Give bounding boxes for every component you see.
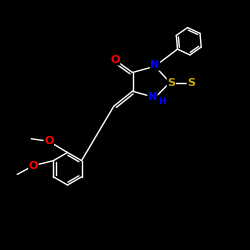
- Text: H: H: [158, 97, 166, 106]
- Text: S: S: [167, 78, 175, 88]
- Text: O: O: [110, 55, 120, 65]
- Text: O: O: [29, 161, 38, 170]
- Text: S: S: [187, 78, 195, 88]
- Text: N: N: [148, 92, 157, 102]
- Text: O: O: [44, 136, 54, 146]
- Text: N: N: [150, 60, 160, 70]
